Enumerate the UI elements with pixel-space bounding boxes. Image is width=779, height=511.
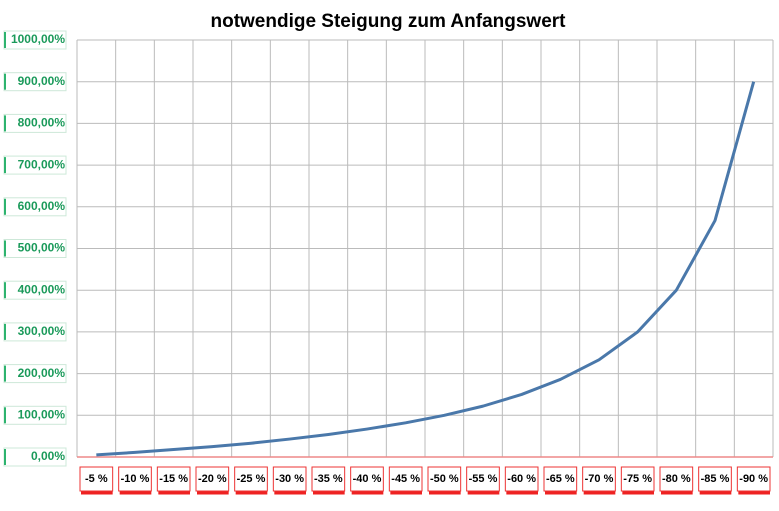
x-tick-label: -55 % xyxy=(469,473,498,485)
x-tick-box xyxy=(620,466,655,492)
x-tick-box xyxy=(659,466,694,492)
x-tick-label: -60 % xyxy=(507,473,536,485)
x-tick-box xyxy=(466,466,500,492)
x-tick-label: -85 % xyxy=(701,473,730,485)
x-tick-box xyxy=(195,466,230,492)
x-tick-box xyxy=(234,466,268,492)
x-tick-label: -30 % xyxy=(275,473,304,485)
x-tick-box xyxy=(736,466,771,492)
x-tick-label: -75 % xyxy=(623,473,652,485)
y-tick-label: 600,00% xyxy=(18,199,66,213)
x-tick-box xyxy=(350,466,384,492)
y-tick-label: 800,00% xyxy=(18,116,66,130)
x-tick-box xyxy=(543,466,578,492)
x-tick-box xyxy=(272,466,307,492)
x-tick-label: -10 % xyxy=(121,473,150,485)
x-tick-label: -15 % xyxy=(159,473,188,485)
x-tick-label: -35 % xyxy=(314,473,343,485)
x-tick-label: -65 % xyxy=(546,473,575,485)
y-tick-label: 0,00% xyxy=(31,449,65,463)
x-tick-box xyxy=(79,466,114,492)
chart-title: notwendige Steigung zum Anfangswert xyxy=(210,11,566,32)
x-tick-box xyxy=(504,466,539,492)
x-tick-label: -5 % xyxy=(85,473,108,485)
x-tick-label: -90 % xyxy=(739,473,768,485)
x-tick-label: -25 % xyxy=(237,473,266,485)
x-tick-box xyxy=(118,466,152,492)
x-tick-box xyxy=(156,466,191,492)
y-tick-label: 900,00% xyxy=(18,74,66,88)
data-line xyxy=(96,81,756,457)
x-tick-label: -70 % xyxy=(585,473,614,485)
x-tick-label: -50 % xyxy=(430,473,459,485)
x-tick-label: -80 % xyxy=(662,473,691,485)
x-tick-label: -45 % xyxy=(391,473,420,485)
x-tick-box xyxy=(582,466,616,492)
x-tick-box xyxy=(388,466,423,492)
y-tick-label: 500,00% xyxy=(18,241,66,255)
x-tick-box xyxy=(311,466,346,492)
x-tick-label: -20 % xyxy=(198,473,227,485)
y-tick-label: 200,00% xyxy=(18,366,66,380)
y-tick-label: 700,00% xyxy=(18,157,66,171)
y-tick-label: 400,00% xyxy=(18,282,66,296)
y-tick-label: 1000,00% xyxy=(11,32,65,46)
y-tick-label: 100,00% xyxy=(18,407,66,421)
x-tick-label: -40 % xyxy=(353,473,382,485)
x-tick-box xyxy=(427,466,462,492)
y-tick-label: 300,00% xyxy=(18,324,66,338)
x-tick-box xyxy=(698,466,732,492)
